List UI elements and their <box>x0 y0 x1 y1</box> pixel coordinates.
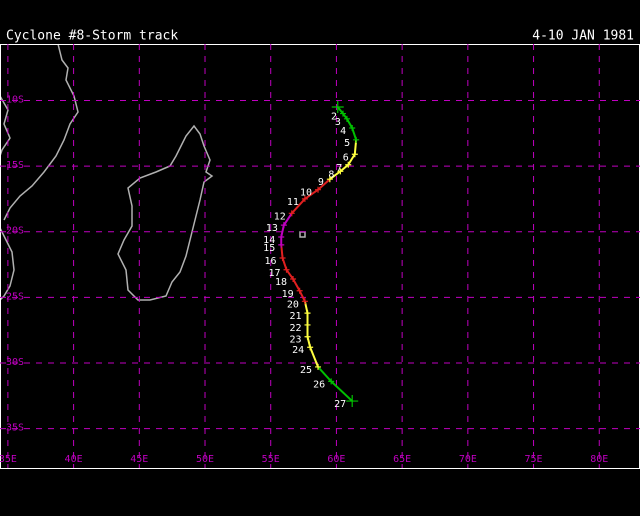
x-tick-label: 80E <box>590 454 608 465</box>
point-label: 15 <box>263 243 275 254</box>
point-label: 21 <box>289 311 301 322</box>
point-label: 16 <box>264 256 276 267</box>
point-label: 17 <box>268 268 280 279</box>
track-point <box>315 186 322 193</box>
track-segment <box>336 106 344 115</box>
track-segment <box>330 380 353 402</box>
track-segment <box>292 278 301 292</box>
point-label: 4 <box>340 126 346 137</box>
x-tick-label: 55E <box>262 454 280 465</box>
point-label: 11 <box>287 197 299 208</box>
y-tick-label: 20S <box>6 226 24 237</box>
track-segment <box>317 178 331 191</box>
track-point <box>343 115 350 122</box>
x-tick-label: 65E <box>393 454 411 465</box>
x-tick-label: 60E <box>327 454 345 465</box>
track-point <box>315 363 322 370</box>
africa-coast-north <box>0 95 11 157</box>
africa-coast-south <box>0 227 15 301</box>
frame <box>0 44 640 469</box>
track-point <box>304 310 311 317</box>
point-label: 20 <box>287 299 299 310</box>
y-tick-label: 15S <box>6 160 24 171</box>
track-segment <box>329 170 341 181</box>
point-label: 8 <box>328 169 334 180</box>
track-segment <box>342 112 348 120</box>
point-label: 6 <box>343 152 349 163</box>
point-label: 10 <box>300 188 312 199</box>
point-label: 3 <box>335 117 341 128</box>
track-point <box>351 151 358 158</box>
africa-coast <box>3 43 79 221</box>
y-tick-label: 10S <box>6 94 24 105</box>
y-tick-label: 25S <box>6 291 24 302</box>
x-tick-label: 45E <box>130 454 148 465</box>
track-point <box>288 210 295 217</box>
track-point <box>301 195 308 202</box>
track-segment <box>317 366 332 383</box>
point-label: 22 <box>289 323 301 334</box>
map-title: Cyclone #8-Storm track <box>6 29 178 44</box>
track-point <box>328 378 335 385</box>
track-point <box>326 176 333 183</box>
track-segment <box>351 127 358 141</box>
track-point <box>278 233 285 240</box>
madagascar <box>117 124 214 301</box>
point-label: 5 <box>344 138 350 149</box>
point-label: 7 <box>336 163 342 174</box>
track-point <box>304 333 311 340</box>
track-point <box>349 125 356 132</box>
track-point <box>283 266 290 273</box>
point-label: 25 <box>300 365 312 376</box>
coastlines <box>0 43 306 301</box>
y-tick-label: 30S <box>6 357 24 368</box>
y-tick-label: 35S <box>6 423 24 434</box>
track-point <box>290 275 297 282</box>
track-segment <box>281 257 288 271</box>
track-segment <box>339 163 349 173</box>
point-label: 27 <box>334 399 346 410</box>
point-label: 2 <box>331 112 337 123</box>
point-label: 12 <box>274 211 286 222</box>
track-point <box>301 298 308 305</box>
track-segment <box>298 290 306 302</box>
track-segment <box>283 212 293 226</box>
track-point <box>307 344 314 351</box>
point-label: 26 <box>313 379 325 390</box>
track-point <box>279 254 286 261</box>
island <box>299 231 306 238</box>
track-point <box>278 241 285 248</box>
x-tick-label: 75E <box>525 454 543 465</box>
point-label: 13 <box>266 223 278 234</box>
track-segment <box>309 346 319 368</box>
track-point <box>353 136 360 143</box>
point-label: 9 <box>318 177 324 188</box>
x-tick-label: 70E <box>459 454 477 465</box>
track-segment <box>291 198 306 215</box>
point-label: 19 <box>282 289 294 300</box>
x-tick-label: 40E <box>65 454 83 465</box>
track-point <box>345 161 352 168</box>
track-segment <box>285 269 294 280</box>
track-point <box>346 395 359 408</box>
x-tick-label: 50E <box>196 454 214 465</box>
track-point <box>331 101 344 114</box>
track-point <box>280 222 287 229</box>
track-point <box>304 321 311 328</box>
track-segment <box>304 188 319 200</box>
x-tick-label: 35E <box>0 454 17 465</box>
point-label: 14 <box>263 235 275 246</box>
track-segment <box>347 153 356 166</box>
point-label: 18 <box>275 277 287 288</box>
track-point <box>337 168 344 175</box>
track-point <box>339 110 346 117</box>
track-point <box>296 287 303 294</box>
track-segment <box>346 118 354 129</box>
point-label: 24 <box>292 345 304 356</box>
date-range: 4-10 JAN 1981 <box>532 29 634 44</box>
point-label: 23 <box>289 335 301 346</box>
